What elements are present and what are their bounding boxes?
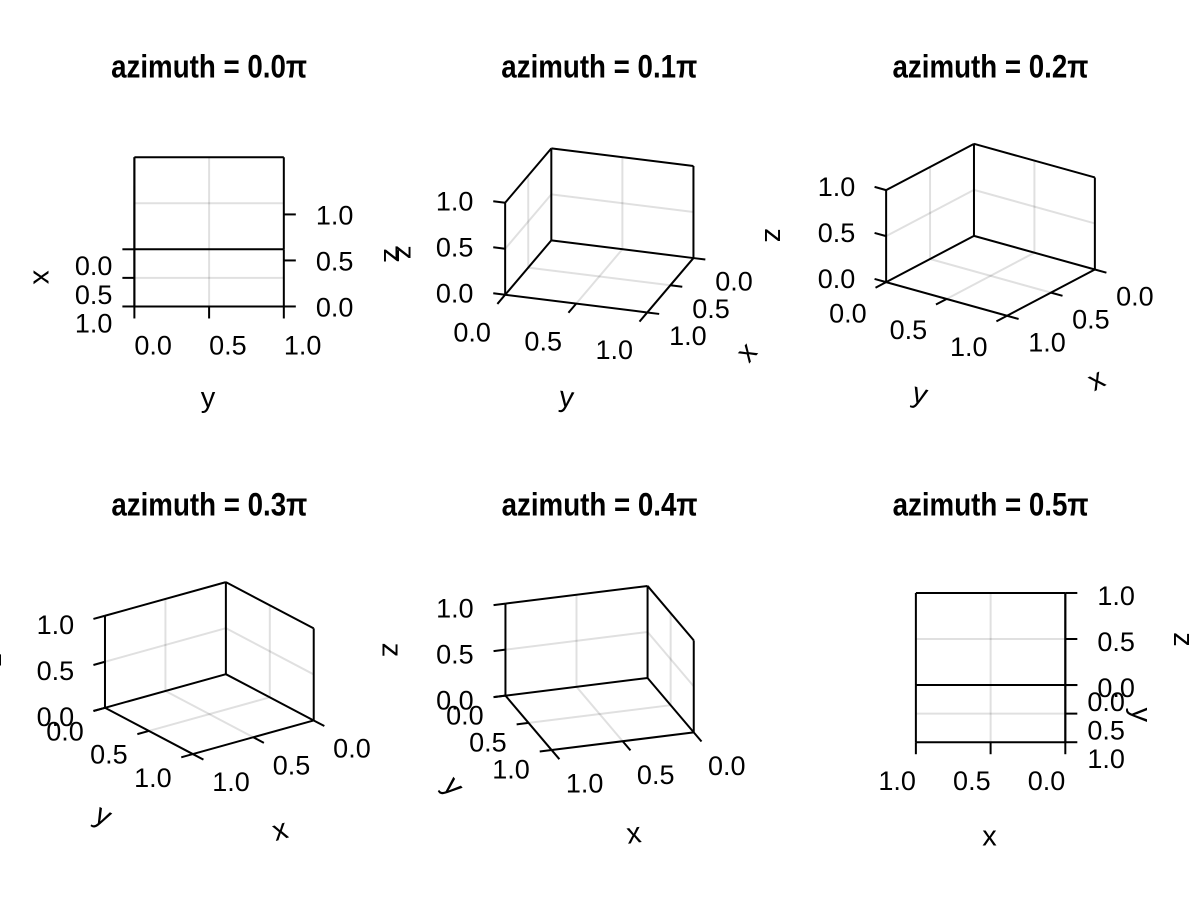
svg-text:0.5: 0.5 — [90, 740, 128, 770]
svg-text:z: z — [758, 228, 790, 243]
svg-text:1.0: 1.0 — [37, 610, 75, 640]
svg-text:0.0: 0.0 — [75, 251, 113, 281]
svg-text:0.5: 0.5 — [818, 218, 856, 248]
svg-text:0.5: 0.5 — [316, 246, 354, 276]
svg-text:1.0: 1.0 — [950, 332, 988, 362]
svg-text:0.0: 0.0 — [829, 298, 867, 328]
svg-text:z: z — [376, 643, 408, 658]
svg-text:0.5: 0.5 — [436, 233, 474, 263]
svg-text:azimuth = 0.0π: azimuth = 0.0π — [111, 48, 307, 84]
svg-text:0.5: 0.5 — [890, 315, 928, 345]
svg-text:azimuth = 0.4π: azimuth = 0.4π — [502, 487, 698, 523]
svg-text:0.0: 0.0 — [453, 317, 491, 347]
svg-text:1.0: 1.0 — [436, 187, 474, 217]
svg-text:1.0: 1.0 — [1087, 744, 1125, 774]
svg-text:0.5: 0.5 — [273, 750, 311, 780]
svg-text:1.0: 1.0 — [595, 335, 633, 365]
svg-text:1.0: 1.0 — [284, 330, 322, 360]
svg-text:z: z — [389, 245, 421, 260]
svg-text:0.0: 0.0 — [333, 734, 371, 764]
svg-text:x: x — [625, 817, 644, 851]
svg-text:0.0: 0.0 — [1116, 281, 1154, 311]
svg-text:1.0: 1.0 — [492, 755, 530, 785]
svg-text:0.0: 0.0 — [446, 700, 484, 730]
svg-text:0.0: 0.0 — [1087, 687, 1125, 717]
svg-text:0.5: 0.5 — [1087, 716, 1125, 746]
svg-text:1.0: 1.0 — [75, 308, 113, 338]
svg-text:0.0: 0.0 — [436, 279, 474, 309]
svg-text:y: y — [201, 382, 216, 414]
svg-text:0.5: 0.5 — [524, 326, 562, 356]
svg-text:1.0: 1.0 — [1028, 328, 1066, 358]
svg-text:0.0: 0.0 — [818, 264, 856, 294]
svg-text:y: y — [1125, 707, 1157, 722]
svg-text:0.5: 0.5 — [1097, 627, 1135, 657]
svg-text:1.0: 1.0 — [878, 766, 916, 796]
svg-text:z: z — [377, 248, 409, 263]
svg-text:0.5: 0.5 — [469, 727, 507, 757]
svg-text:y: y — [557, 381, 576, 415]
svg-text:azimuth = 0.1π: azimuth = 0.1π — [501, 48, 697, 84]
svg-text:1.0: 1.0 — [212, 767, 250, 797]
svg-text:z: z — [1167, 632, 1199, 647]
svg-text:z: z — [0, 653, 11, 668]
svg-text:1.0: 1.0 — [1097, 581, 1135, 611]
svg-text:0.5: 0.5 — [209, 330, 247, 360]
svg-text:0.5: 0.5 — [75, 280, 113, 310]
svg-text:1.0: 1.0 — [436, 593, 474, 623]
svg-text:1.0: 1.0 — [566, 769, 604, 799]
svg-text:0.0: 0.0 — [436, 685, 474, 715]
svg-text:0.5: 0.5 — [637, 760, 675, 790]
svg-text:1.0: 1.0 — [669, 321, 707, 351]
svg-text:1.0: 1.0 — [134, 763, 172, 793]
svg-text:0.0: 0.0 — [715, 267, 753, 297]
svg-text:azimuth = 0.3π: azimuth = 0.3π — [111, 487, 307, 523]
svg-text:x: x — [26, 270, 58, 285]
svg-text:0.5: 0.5 — [953, 766, 991, 796]
svg-text:0.5: 0.5 — [1072, 304, 1110, 334]
svg-text:1.0: 1.0 — [818, 172, 856, 202]
svg-text:x: x — [982, 821, 997, 853]
svg-text:0.5: 0.5 — [37, 656, 75, 686]
svg-text:0.5: 0.5 — [436, 639, 474, 669]
svg-text:0.0: 0.0 — [46, 717, 84, 747]
svg-text:0.0: 0.0 — [708, 751, 746, 781]
svg-text:0.0: 0.0 — [316, 292, 354, 322]
svg-text:azimuth = 0.2π: azimuth = 0.2π — [893, 48, 1089, 84]
svg-text:0.0: 0.0 — [37, 702, 75, 732]
svg-text:0.0: 0.0 — [1028, 766, 1066, 796]
svg-text:0.5: 0.5 — [692, 294, 730, 324]
svg-text:azimuth = 0.5π: azimuth = 0.5π — [893, 487, 1089, 523]
svg-text:0.0: 0.0 — [1097, 673, 1135, 703]
svg-text:0.0: 0.0 — [134, 330, 172, 360]
svg-text:1.0: 1.0 — [316, 200, 354, 230]
